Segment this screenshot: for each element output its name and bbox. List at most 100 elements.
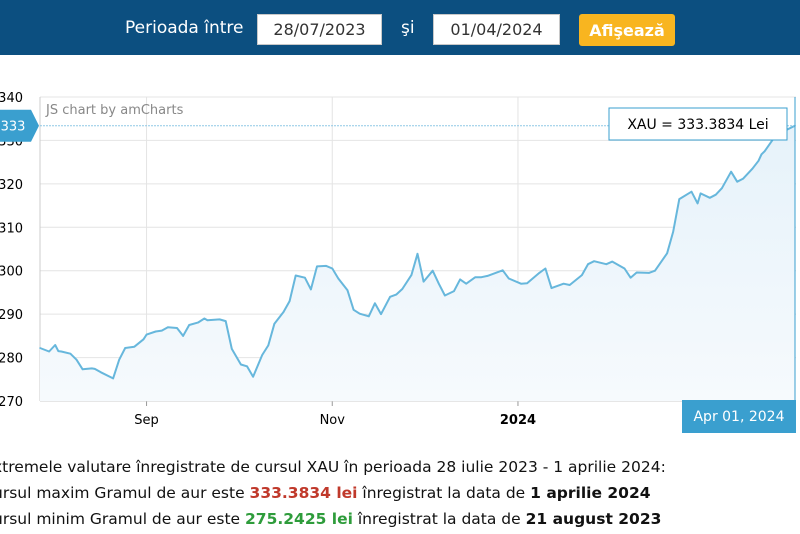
data-point	[304, 276, 306, 279]
data-point	[526, 282, 528, 285]
data-point	[197, 321, 200, 324]
end-date-input[interactable]	[433, 14, 560, 45]
data-point	[422, 280, 425, 283]
data-point	[550, 287, 553, 289]
data-point	[145, 333, 148, 336]
y-tick-label: 270	[0, 395, 23, 410]
summary-intro: xtremele valutare înregistrate de cursul…	[0, 458, 666, 476]
data-point	[410, 274, 413, 276]
data-point	[544, 267, 547, 270]
data-point	[282, 311, 285, 313]
period-label: Perioada între	[125, 18, 244, 38]
data-point	[252, 375, 254, 378]
data-point	[224, 320, 227, 322]
cursor-date-tag: Apr 01, 2024	[682, 400, 796, 433]
data-point	[678, 198, 681, 200]
extremes-summary: xtremele valutare înregistrate de cursul…	[0, 454, 800, 532]
data-point	[520, 282, 522, 285]
data-point	[629, 276, 632, 279]
data-point	[94, 368, 96, 370]
data-point	[696, 202, 699, 205]
cursor-date-label: Apr 01, 2024	[693, 409, 784, 425]
x-tick-label: Sep	[134, 413, 159, 428]
data-point	[60, 350, 63, 353]
data-point	[401, 288, 404, 290]
data-point	[690, 190, 693, 193]
data-point	[648, 272, 650, 274]
data-point	[438, 282, 440, 285]
data-point	[751, 167, 754, 170]
data-point	[154, 330, 157, 333]
y-tick-label: 340	[0, 91, 23, 106]
data-point	[261, 354, 264, 356]
data-point	[666, 252, 668, 255]
data-point	[331, 267, 334, 270]
data-point	[568, 284, 571, 286]
data-point	[721, 187, 723, 189]
data-point	[112, 377, 114, 380]
summary-max: ursul maxim Gramul de aur este 333.3834 …	[0, 480, 793, 506]
min-value: 275.2425 lei	[245, 510, 353, 528]
data-point	[133, 345, 136, 348]
data-point	[416, 253, 419, 255]
series-line	[39, 124, 796, 380]
data-point	[611, 260, 614, 263]
y-tick-label: 280	[0, 352, 23, 367]
data-point	[246, 365, 248, 368]
data-point	[699, 192, 702, 195]
summary-min: ursul minim Gramul de aur este 275.2425 …	[0, 506, 793, 532]
y-tick-label: 320	[0, 178, 23, 193]
data-point	[124, 347, 126, 349]
x-axis-labels: Sep Nov 2024	[134, 413, 536, 428]
data-point	[273, 322, 276, 325]
y-tick-label: 310	[0, 221, 23, 236]
data-point	[736, 180, 738, 183]
max-value: 333.3834 lei	[249, 484, 358, 502]
data-point	[474, 276, 477, 278]
data-point	[480, 276, 483, 278]
data-point	[635, 271, 638, 274]
data-point	[709, 197, 711, 199]
data-point	[395, 293, 398, 296]
data-point	[730, 170, 732, 173]
data-point	[358, 312, 361, 315]
data-point	[294, 274, 297, 277]
data-point	[389, 296, 391, 298]
data-point	[508, 277, 510, 280]
amcharts-credit[interactable]: JS chart by amCharts	[45, 103, 184, 118]
data-point	[69, 352, 72, 355]
data-point	[715, 193, 717, 196]
data-point	[337, 277, 340, 280]
data-point	[465, 282, 468, 285]
data-point	[188, 324, 190, 326]
period-toolbar: Perioada între şi Afişează	[0, 0, 800, 55]
start-date-input[interactable]	[257, 14, 382, 45]
max-prefix: ursul maxim Gramul de aur este	[0, 484, 250, 502]
data-point	[352, 309, 355, 311]
data-point	[593, 260, 595, 262]
data-point	[48, 350, 50, 353]
data-point	[654, 269, 656, 272]
cursor-value-tag: 333	[0, 109, 39, 142]
show-button[interactable]: Afişează	[579, 14, 675, 46]
cursor-value-label: 333	[1, 120, 26, 135]
min-date: 21 august 2023	[525, 510, 662, 528]
data-point	[206, 319, 209, 322]
data-point	[54, 344, 56, 346]
data-point	[75, 358, 78, 361]
and-label: şi	[401, 18, 415, 38]
data-point	[325, 265, 328, 267]
data-point	[374, 302, 376, 305]
data-point	[161, 329, 163, 332]
data-point	[742, 177, 744, 180]
y-tick-label: 300	[0, 265, 23, 280]
data-point	[100, 371, 102, 374]
data-point	[486, 275, 489, 277]
data-point	[444, 294, 446, 297]
min-prefix: ursul minim Gramul de aur este	[0, 510, 246, 528]
x-tick-label: 2024	[500, 413, 536, 428]
data-point	[176, 327, 178, 329]
y-tick-label: 290	[0, 308, 23, 323]
